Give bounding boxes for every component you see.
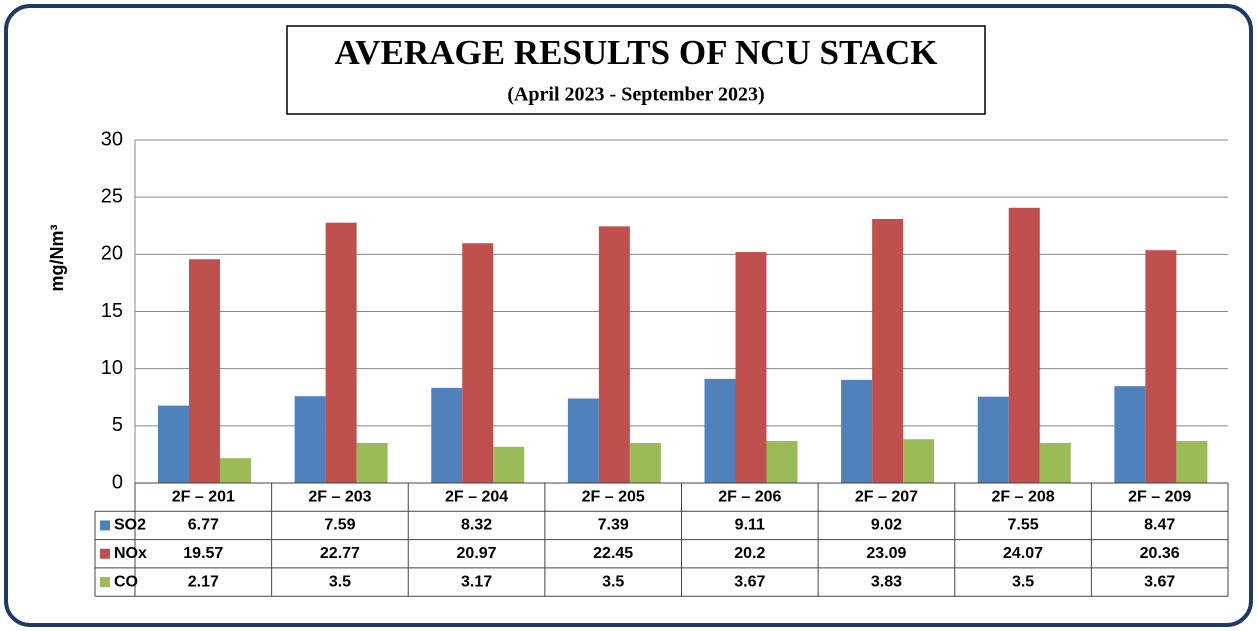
table-value: 3.67 bbox=[1144, 573, 1175, 590]
y-tick-label: 30 bbox=[101, 128, 123, 150]
bar bbox=[841, 379, 873, 483]
x-tick-label: 2F – 204 bbox=[445, 488, 508, 505]
table-value: 7.39 bbox=[598, 517, 629, 534]
legend-key bbox=[100, 548, 110, 559]
table-value: 6.77 bbox=[188, 517, 219, 534]
table-value: 3.17 bbox=[461, 573, 492, 590]
table-value: 8.32 bbox=[461, 517, 492, 534]
table-value: 20.36 bbox=[1140, 545, 1180, 562]
bar bbox=[431, 387, 463, 483]
bar bbox=[325, 222, 357, 483]
bar bbox=[1008, 207, 1040, 483]
y-tick-label: 20 bbox=[101, 243, 123, 265]
legend-key bbox=[100, 520, 110, 531]
x-tick-label: 2F – 201 bbox=[172, 488, 235, 505]
x-tick-label: 2F – 207 bbox=[855, 488, 918, 505]
table-value: 2.17 bbox=[188, 573, 219, 590]
x-tick-label: 2F – 209 bbox=[1128, 488, 1191, 505]
bar bbox=[629, 442, 661, 483]
table-value: 23.09 bbox=[866, 545, 906, 562]
table-value: 20.97 bbox=[457, 545, 497, 562]
table-value: 7.55 bbox=[1007, 517, 1038, 534]
table-value: 3.5 bbox=[602, 573, 624, 590]
bar bbox=[356, 442, 388, 483]
legend-label: CO bbox=[114, 573, 138, 590]
bar bbox=[462, 243, 494, 483]
bar bbox=[598, 226, 630, 484]
y-axis-label: mg/Nm³ bbox=[47, 224, 67, 291]
bar bbox=[1145, 250, 1177, 483]
y-tick-label: 5 bbox=[112, 414, 123, 436]
table-value: 24.07 bbox=[1003, 545, 1043, 562]
chart-title: AVERAGE RESULTS OF NCU STACK bbox=[335, 33, 938, 72]
legend-label: SO2 bbox=[114, 517, 146, 534]
y-tick-label: 0 bbox=[112, 471, 123, 493]
y-tick-label: 15 bbox=[101, 300, 123, 322]
title-box bbox=[286, 25, 986, 115]
bar bbox=[872, 219, 904, 483]
table-value: 3.67 bbox=[734, 573, 765, 590]
bar bbox=[704, 378, 736, 483]
x-tick-label: 2F – 205 bbox=[582, 488, 645, 505]
bar bbox=[189, 259, 220, 483]
x-tick-label: 2F – 206 bbox=[718, 488, 781, 505]
table-value: 9.02 bbox=[871, 517, 902, 534]
y-tick-label: 10 bbox=[101, 357, 123, 379]
bar bbox=[903, 439, 935, 483]
chart-subtitle: (April 2023 - September 2023) bbox=[507, 84, 764, 106]
bar bbox=[977, 396, 1009, 483]
table-value: 19.57 bbox=[183, 545, 223, 562]
table-value: 3.5 bbox=[329, 573, 351, 590]
legend-label: NOx bbox=[114, 545, 147, 562]
table-value: 9.11 bbox=[735, 517, 765, 534]
bar bbox=[1176, 441, 1208, 483]
bar bbox=[294, 396, 326, 483]
bar bbox=[158, 405, 189, 483]
bar bbox=[567, 398, 599, 483]
y-tick-label: 25 bbox=[101, 185, 123, 207]
bar bbox=[735, 252, 767, 483]
bar bbox=[493, 446, 525, 483]
table-value: 20.2 bbox=[734, 545, 765, 562]
table-value: 3.5 bbox=[1012, 573, 1034, 590]
table-value: 8.47 bbox=[1144, 517, 1175, 534]
x-tick-label: 2F – 208 bbox=[991, 488, 1054, 505]
table-value: 7.59 bbox=[324, 517, 355, 534]
table-value: 22.77 bbox=[320, 545, 360, 562]
legend-key bbox=[100, 577, 110, 588]
bar bbox=[1039, 442, 1071, 483]
x-tick-label: 2F – 203 bbox=[308, 488, 371, 505]
table-value: 3.83 bbox=[871, 573, 902, 590]
bar bbox=[1114, 386, 1146, 483]
bar bbox=[220, 458, 251, 483]
table-value: 22.45 bbox=[593, 545, 633, 562]
bar bbox=[766, 441, 798, 483]
